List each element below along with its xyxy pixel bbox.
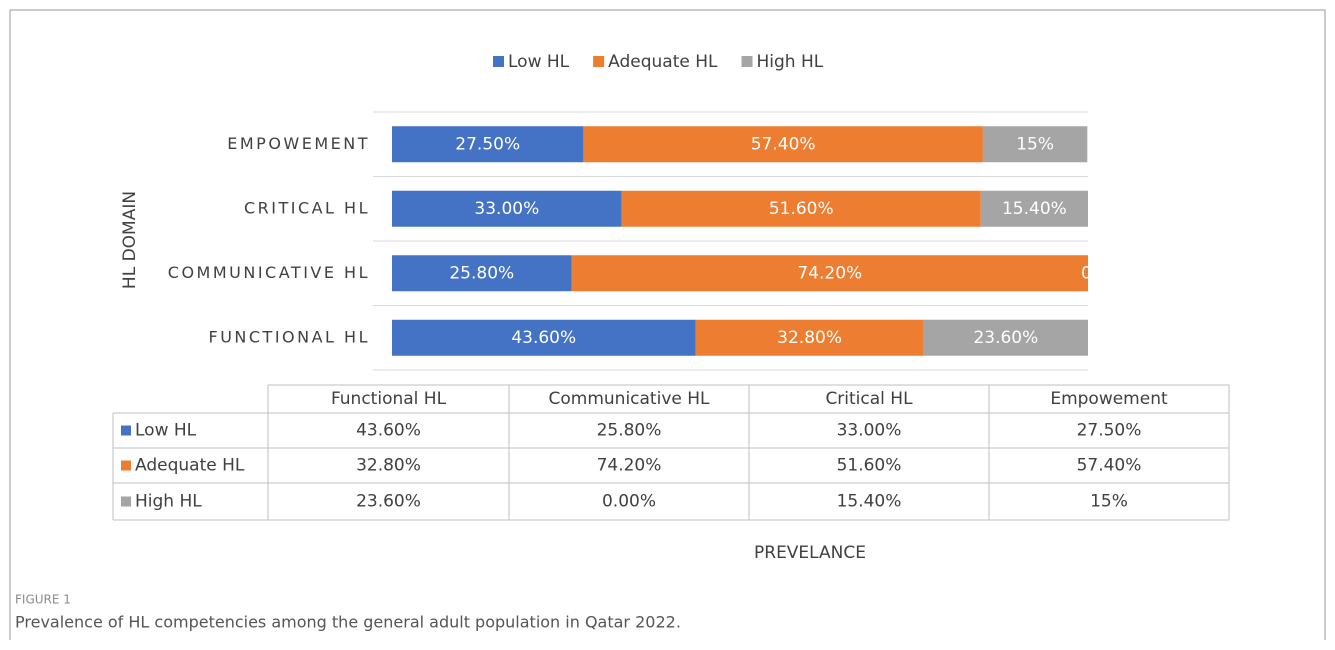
legend-label: Low HL — [508, 52, 570, 72]
table-header: Critical HL — [825, 389, 913, 409]
table-cell: 25.80% — [597, 421, 662, 441]
table-cell: 57.40% — [1077, 456, 1142, 476]
legend-swatch — [593, 56, 605, 67]
table-row-header: Low HL — [135, 421, 197, 441]
table-cell: 51.60% — [837, 456, 902, 476]
bar-segment — [392, 319, 696, 356]
bar-value-label: 25.80% — [449, 263, 514, 283]
bar-value-label: 15% — [1016, 134, 1054, 154]
y-tick-label: Communicative HL — [168, 263, 370, 282]
table-legend-swatch — [121, 425, 131, 436]
legend-label: High HL — [757, 52, 824, 72]
table-header: Communicative HL — [549, 389, 711, 409]
table-legend-swatch — [121, 460, 131, 471]
bar-segment — [571, 255, 1088, 292]
bar-segment — [392, 255, 572, 292]
y-tick-label: Empowement — [227, 134, 370, 153]
table-row-header: High HL — [135, 492, 202, 512]
legend-label: Adequate HL — [608, 52, 718, 72]
y-axis-label: HL DOMAIN — [120, 191, 140, 289]
bar-segment — [695, 319, 924, 356]
bar-value-label: 57.40% — [751, 134, 816, 154]
table-cell: 74.20% — [597, 456, 662, 476]
table-cell: 27.50% — [1077, 421, 1142, 441]
bar-value-label: 43.60% — [511, 328, 576, 348]
bar-value-label: 27.50% — [455, 134, 520, 154]
bar-value-label: 74.20% — [797, 263, 862, 283]
bar-value-label: 23.60% — [973, 328, 1038, 348]
bar-value-label: 33.00% — [474, 199, 539, 219]
table-cell: 23.60% — [356, 492, 421, 512]
table-cell: 32.80% — [356, 456, 421, 476]
bar-segment — [923, 319, 1088, 356]
bars: 43.60% 32.80% 23.60% 25.80% 74.20% 0.00% 33.00… — [392, 126, 1135, 356]
x-axis-label: PREVELANCE — [754, 543, 866, 563]
bar-segment — [583, 126, 983, 163]
bar-segment — [392, 190, 622, 227]
legend-swatch — [493, 56, 504, 67]
bar-segment — [982, 126, 1088, 163]
figure-label: FIGURE 1 — [15, 593, 71, 607]
table-cell: 43.60% — [356, 421, 421, 441]
legend-swatch — [741, 56, 753, 67]
y-tick-label: Critical HL — [244, 198, 370, 217]
bar-segment — [392, 126, 584, 163]
table-header: Empowement — [1050, 389, 1168, 409]
table-row-header: Adequate HL — [135, 456, 245, 476]
caption: Prevalence of HL competencies among the … — [15, 613, 681, 632]
bar-value-label: 15.40% — [1002, 199, 1067, 219]
bar-segment — [980, 190, 1088, 227]
table-header: Functional HL — [331, 389, 447, 409]
bar-value-label: 32.80% — [777, 328, 842, 348]
table-cell: 33.00% — [837, 421, 902, 441]
table-cell: 15.40% — [837, 492, 902, 512]
table-cell: 15% — [1090, 492, 1128, 512]
y-tick-label: Functional HL — [209, 327, 371, 346]
table-cell: 0.00% — [602, 492, 656, 512]
bar-segment — [621, 190, 981, 227]
bar-value-label: 51.60% — [769, 199, 834, 219]
frame — [9, 9, 1326, 640]
bar-value-label: 0.00% — [1081, 263, 1135, 283]
table-legend-swatch — [121, 496, 131, 507]
